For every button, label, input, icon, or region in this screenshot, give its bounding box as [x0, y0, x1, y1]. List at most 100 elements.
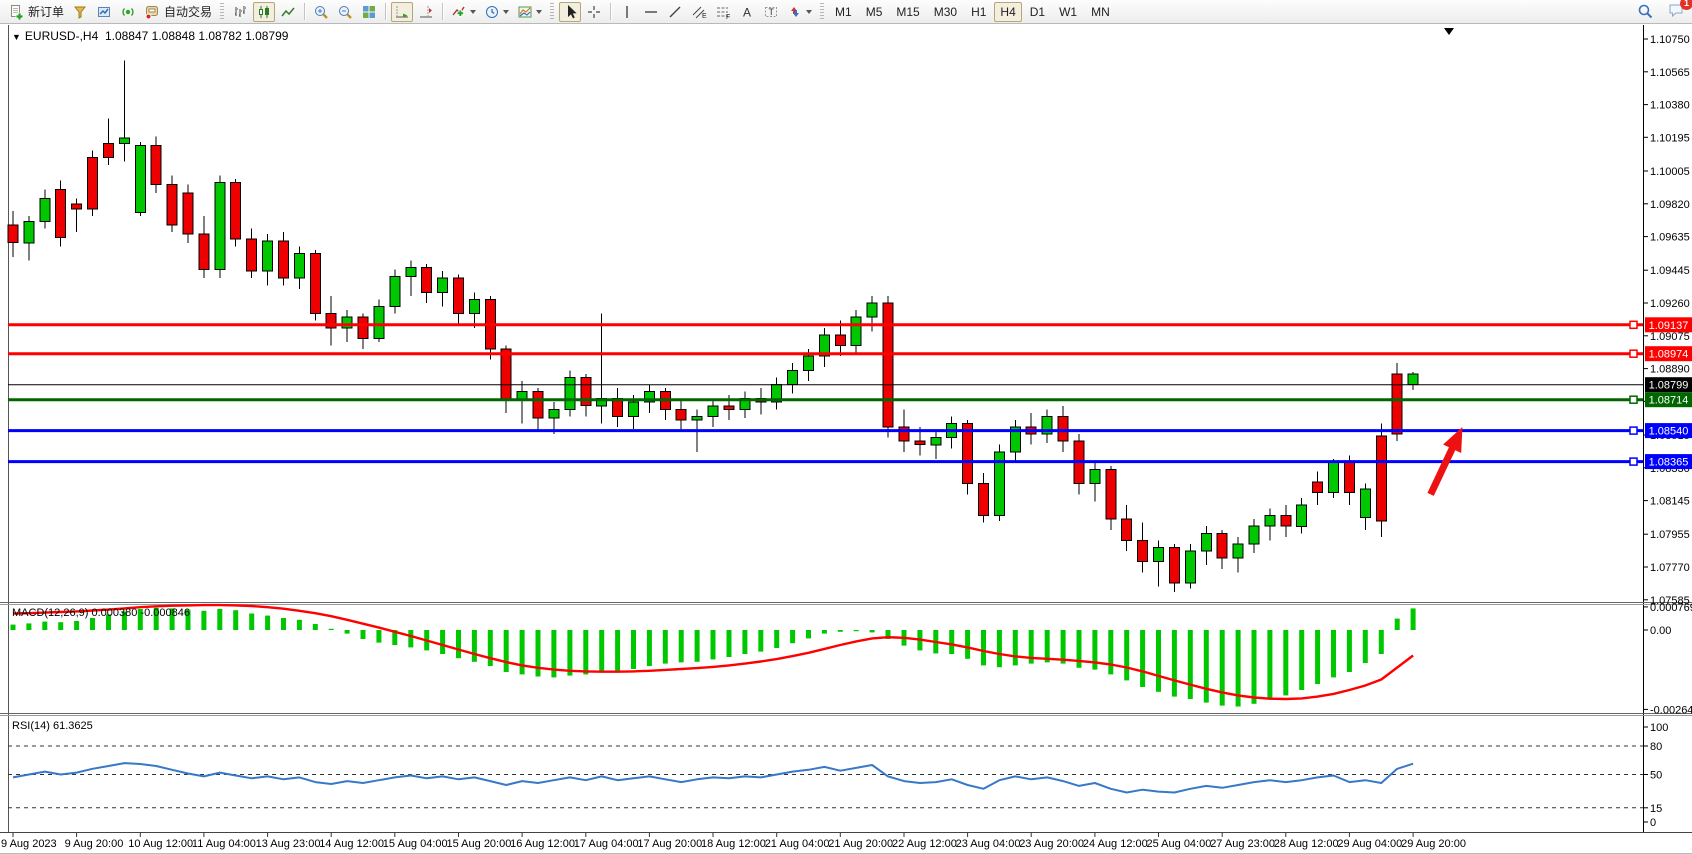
trendline-icon: [669, 6, 681, 17]
autotrading-button[interactable]: 自动交易: [141, 2, 215, 22]
candle-body: [1057, 415, 1069, 442]
macd-histogram-bar: [1124, 630, 1130, 681]
autotrading-icon: [145, 5, 159, 19]
templates-icon: [518, 6, 532, 17]
macd-histogram-bar: [106, 614, 111, 630]
candle-body: [803, 355, 814, 371]
candle-body: [1248, 525, 1260, 545]
timeframe-button-h1[interactable]: H1: [965, 2, 992, 22]
macd-histogram-bar: [758, 630, 764, 652]
timeframe-button-w1[interactable]: W1: [1053, 2, 1083, 22]
line-chart-button[interactable]: [277, 2, 299, 22]
macd-histogram-bar: [1235, 630, 1241, 707]
macd-histogram-bar: [121, 611, 127, 630]
price-line-label: 1.08365: [1649, 457, 1689, 469]
timeframe-button-d1[interactable]: D1: [1024, 2, 1051, 22]
macd-histogram-bar: [821, 630, 827, 634]
zoom-out-button[interactable]: [334, 2, 356, 22]
vertical-line-button[interactable]: [616, 2, 638, 22]
new-order-icon: [11, 4, 24, 20]
candle-body: [150, 144, 162, 185]
macd-histogram-bar: [201, 610, 207, 630]
macd-histogram-bar: [1156, 630, 1161, 692]
toolbar-drag-handle[interactable]: [820, 3, 825, 20]
macd-histogram-bar: [567, 630, 573, 676]
timeframe-button-m5[interactable]: M5: [860, 2, 889, 22]
macd-histogram-bar: [344, 630, 350, 634]
macd-histogram-bar: [996, 630, 1002, 668]
candle-body: [564, 376, 576, 410]
candlestick-chart-button[interactable]: [253, 1, 276, 22]
horizontal-lines[interactable]: [8, 320, 1643, 466]
indicators-button[interactable]: [448, 2, 479, 22]
navigator-button[interactable]: [117, 2, 139, 22]
macd-histogram-bar: [710, 630, 716, 660]
new-order-button[interactable]: 新订单: [5, 2, 67, 22]
timeframe-button-m30[interactable]: M30: [928, 2, 963, 22]
macd-histogram-bar: [408, 630, 414, 648]
collapse-triangle-icon[interactable]: ▼: [12, 32, 21, 42]
equidistant-channel-button[interactable]: E: [688, 2, 710, 22]
macd-histogram-bar: [1092, 630, 1098, 670]
timeframe-button-m15[interactable]: M15: [890, 2, 925, 22]
chart-shift-button[interactable]: [415, 2, 437, 22]
rsi-tick-label: 0: [1650, 817, 1656, 829]
toolbar-drag-handle[interactable]: [220, 3, 225, 20]
candle-body: [787, 369, 799, 385]
candle-body: [214, 182, 226, 270]
macd-histogram-bar: [694, 630, 700, 662]
candle-body: [405, 267, 417, 278]
crosshair-button[interactable]: [583, 2, 605, 22]
auto-scroll-icon: [396, 5, 409, 17]
price-tick-label: 1.07955: [1650, 529, 1690, 541]
zoom-in-button[interactable]: [310, 2, 332, 22]
price-tick-label: 1.10380: [1650, 100, 1690, 112]
macd-axis[interactable]: 0.000769 0.00 -0.002648: [1643, 602, 1692, 717]
tile-windows-button[interactable]: [358, 2, 380, 22]
arrows-button[interactable]: [784, 2, 815, 22]
timeframe-button-m1[interactable]: M1: [829, 2, 858, 22]
text-label-button[interactable]: T: [760, 2, 782, 22]
horizontal-line-button[interactable]: [640, 2, 662, 22]
notifications-button[interactable]: 1: [1668, 0, 1692, 21]
templates-button[interactable]: [514, 2, 545, 22]
macd-histogram-bar: [981, 630, 986, 666]
timeframe-button-mn[interactable]: MN: [1085, 2, 1116, 22]
zoom-in-icon: [315, 5, 328, 19]
candle-body: [882, 302, 894, 428]
new-chart-button[interactable]: [69, 2, 91, 22]
candle-body: [453, 277, 464, 315]
chart-shift-marker-icon[interactable]: [1444, 28, 1454, 35]
periods-button[interactable]: [481, 2, 512, 22]
macd-histogram-bar: [631, 630, 636, 669]
text-button[interactable]: A: [736, 2, 758, 22]
rsi-axis[interactable]: 100 80 50 15 0: [1643, 722, 1668, 829]
bar-chart-button[interactable]: [229, 2, 251, 22]
search-icon: [1638, 4, 1653, 19]
candle-body: [962, 423, 974, 485]
trendline-button[interactable]: [664, 2, 686, 22]
price-tick-label: 1.10005: [1650, 166, 1690, 178]
toolbar-drag-handle[interactable]: [550, 3, 555, 20]
crosshair-icon: [588, 5, 601, 18]
timeframe-button-h4[interactable]: H4: [994, 1, 1022, 22]
price-tick-label: 1.09445: [1650, 265, 1690, 277]
annotation-arrow[interactable]: [1427, 427, 1463, 496]
candle-body: [1280, 515, 1292, 527]
macd-histogram-bar: [949, 630, 955, 654]
candle-body: [1153, 547, 1164, 563]
cursor-button[interactable]: [559, 1, 582, 22]
candle-body: [914, 440, 926, 446]
search-button[interactable]: [1634, 2, 1657, 22]
macd-histogram-bar: [646, 630, 652, 666]
candle-body: [1121, 518, 1133, 542]
macd-histogram-bar: [503, 630, 509, 672]
macd-histogram-bar: [1378, 630, 1384, 654]
market-watch-button[interactable]: [93, 2, 115, 22]
macd-histogram-bar: [376, 630, 382, 643]
fibonacci-button[interactable]: F: [712, 2, 734, 22]
auto-scroll-button[interactable]: [391, 1, 414, 22]
macd-histogram-bar: [678, 630, 684, 663]
